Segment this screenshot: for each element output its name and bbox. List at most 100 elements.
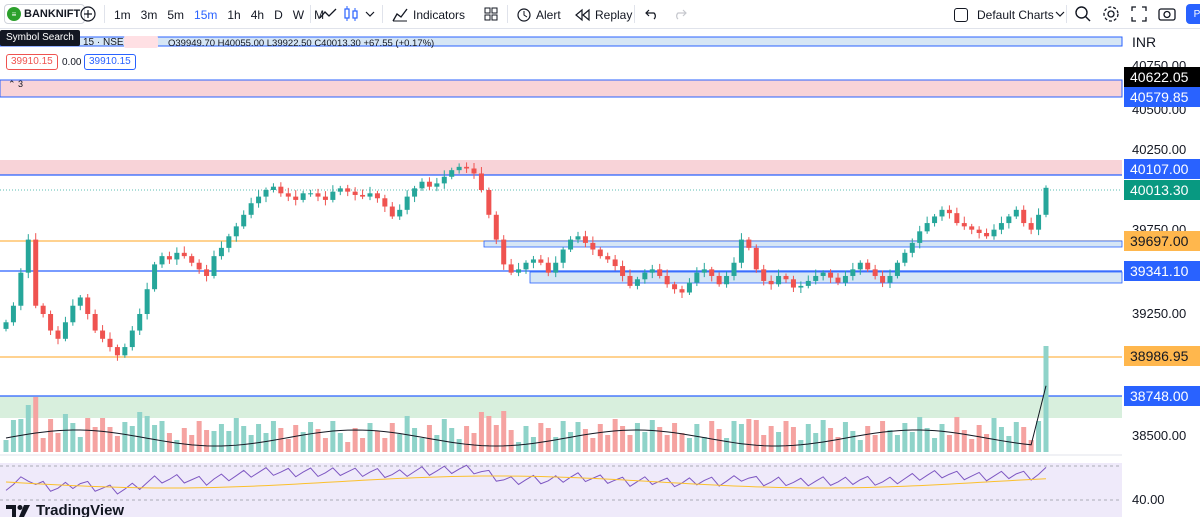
candle	[330, 191, 336, 200]
publish-button[interactable]: P	[1186, 4, 1200, 24]
redo-icon[interactable]	[670, 4, 690, 24]
templates-grid-icon[interactable]	[481, 4, 501, 24]
volume-bar	[308, 422, 314, 452]
volume-bar	[998, 427, 1004, 452]
replay-button[interactable]: Replay	[575, 0, 632, 29]
timeframe-D[interactable]: D	[274, 7, 283, 22]
candle	[939, 209, 945, 217]
candle	[137, 314, 143, 331]
timeframe-1m[interactable]: 1m	[114, 7, 131, 22]
indicators-button[interactable]: Indicators	[392, 0, 465, 29]
volume-bar	[530, 437, 536, 452]
volume-bar	[850, 431, 856, 452]
price-level-label[interactable]: 39697.00	[1124, 231, 1200, 251]
fullscreen-icon[interactable]	[1129, 4, 1149, 24]
candle	[174, 252, 180, 260]
volume-bar	[196, 421, 202, 452]
candle	[761, 269, 767, 281]
collapse-indicators-toggle[interactable]: ⌃ 3	[8, 79, 23, 90]
price-level-label[interactable]: 40579.85	[1124, 87, 1200, 107]
timeframe-15m[interactable]: 15m	[194, 7, 218, 22]
candle	[642, 272, 648, 280]
volume-bar	[620, 426, 626, 452]
volume-bar	[857, 440, 863, 452]
candle	[501, 239, 507, 265]
timeframe-5m[interactable]: 5m	[167, 7, 185, 22]
candle	[575, 236, 581, 240]
volume-bar	[805, 424, 811, 452]
candle	[285, 193, 291, 197]
candle	[946, 209, 952, 214]
compare-plus-icon[interactable]	[78, 4, 98, 24]
candle	[568, 239, 574, 250]
volume-bar	[991, 418, 997, 452]
volume-bar	[189, 435, 195, 452]
timeframe-4h[interactable]: 4h	[250, 7, 265, 22]
price-level-label[interactable]: 40622.05	[1124, 67, 1200, 87]
layout-selector[interactable]: Default Charts	[954, 0, 1054, 29]
volume-bar	[464, 426, 470, 452]
chevron-down-icon[interactable]	[1050, 4, 1070, 24]
timeframe-3m[interactable]: 3m	[140, 7, 158, 22]
candle	[553, 262, 559, 273]
chevron-down-icon[interactable]	[360, 4, 380, 24]
alert-button[interactable]: Alert	[516, 0, 561, 29]
timeframe-M[interactable]: M	[314, 7, 325, 22]
candle	[248, 203, 254, 215]
price-level-label[interactable]: 39341.10	[1124, 261, 1200, 281]
volume-bar	[924, 428, 930, 452]
sell-price-box[interactable]: 39910.15	[6, 54, 58, 70]
buy-price-box[interactable]: 39910.15	[84, 54, 136, 70]
volume-bar	[33, 397, 39, 452]
search-icon[interactable]	[1073, 4, 1093, 24]
candle	[828, 272, 834, 278]
candle	[798, 285, 804, 288]
tradingview-logo[interactable]: TradingView	[6, 502, 124, 517]
volume-bar	[55, 433, 61, 452]
candle	[872, 269, 878, 276]
volume-bar	[449, 428, 455, 452]
line-chart-type-icon[interactable]	[318, 4, 338, 24]
camera-snapshot-icon[interactable]	[1157, 4, 1177, 24]
tradingview-logo-icon	[6, 504, 30, 517]
volume-bar	[954, 417, 960, 452]
candle	[686, 282, 692, 293]
candle	[55, 330, 61, 339]
undo-icon[interactable]	[642, 4, 662, 24]
timeframe-W[interactable]: W	[292, 7, 305, 22]
candle	[382, 198, 388, 207]
volume-bar	[419, 438, 425, 452]
candle	[701, 269, 707, 273]
candle	[374, 193, 380, 199]
candle	[917, 231, 923, 243]
candle	[842, 275, 848, 283]
candle-chart-type-icon[interactable]	[341, 4, 361, 24]
currency-label[interactable]: INR	[1132, 34, 1157, 50]
volume-bar	[48, 419, 54, 452]
price-level-label[interactable]: 40107.00	[1124, 159, 1200, 179]
candle	[412, 188, 418, 197]
supply-zone	[0, 160, 1122, 175]
gear-icon[interactable]	[1101, 4, 1121, 24]
candle	[776, 275, 782, 285]
candle	[634, 279, 640, 286]
price-level-label[interactable]: 38986.95	[1124, 346, 1200, 366]
price-level-label[interactable]: 38748.00	[1124, 386, 1200, 406]
candle	[226, 236, 232, 248]
candle	[582, 236, 588, 243]
timeframe-1h[interactable]: 1h	[227, 7, 241, 22]
volume-bar	[612, 419, 618, 452]
candle	[976, 229, 982, 233]
price-level-label[interactable]: 40013.30	[1124, 180, 1200, 200]
symbol-search-button[interactable]: ≡ BANKNIFT	[4, 4, 86, 24]
volume-bar	[828, 428, 834, 452]
volume-bar	[137, 412, 143, 452]
volume-bar	[300, 432, 306, 452]
candle	[649, 269, 655, 273]
candle	[753, 247, 759, 270]
volume-zone	[0, 396, 1122, 418]
chart-canvas[interactable]	[0, 30, 1124, 517]
candle	[367, 193, 373, 197]
candle	[25, 239, 31, 273]
volume-bar	[649, 420, 655, 452]
